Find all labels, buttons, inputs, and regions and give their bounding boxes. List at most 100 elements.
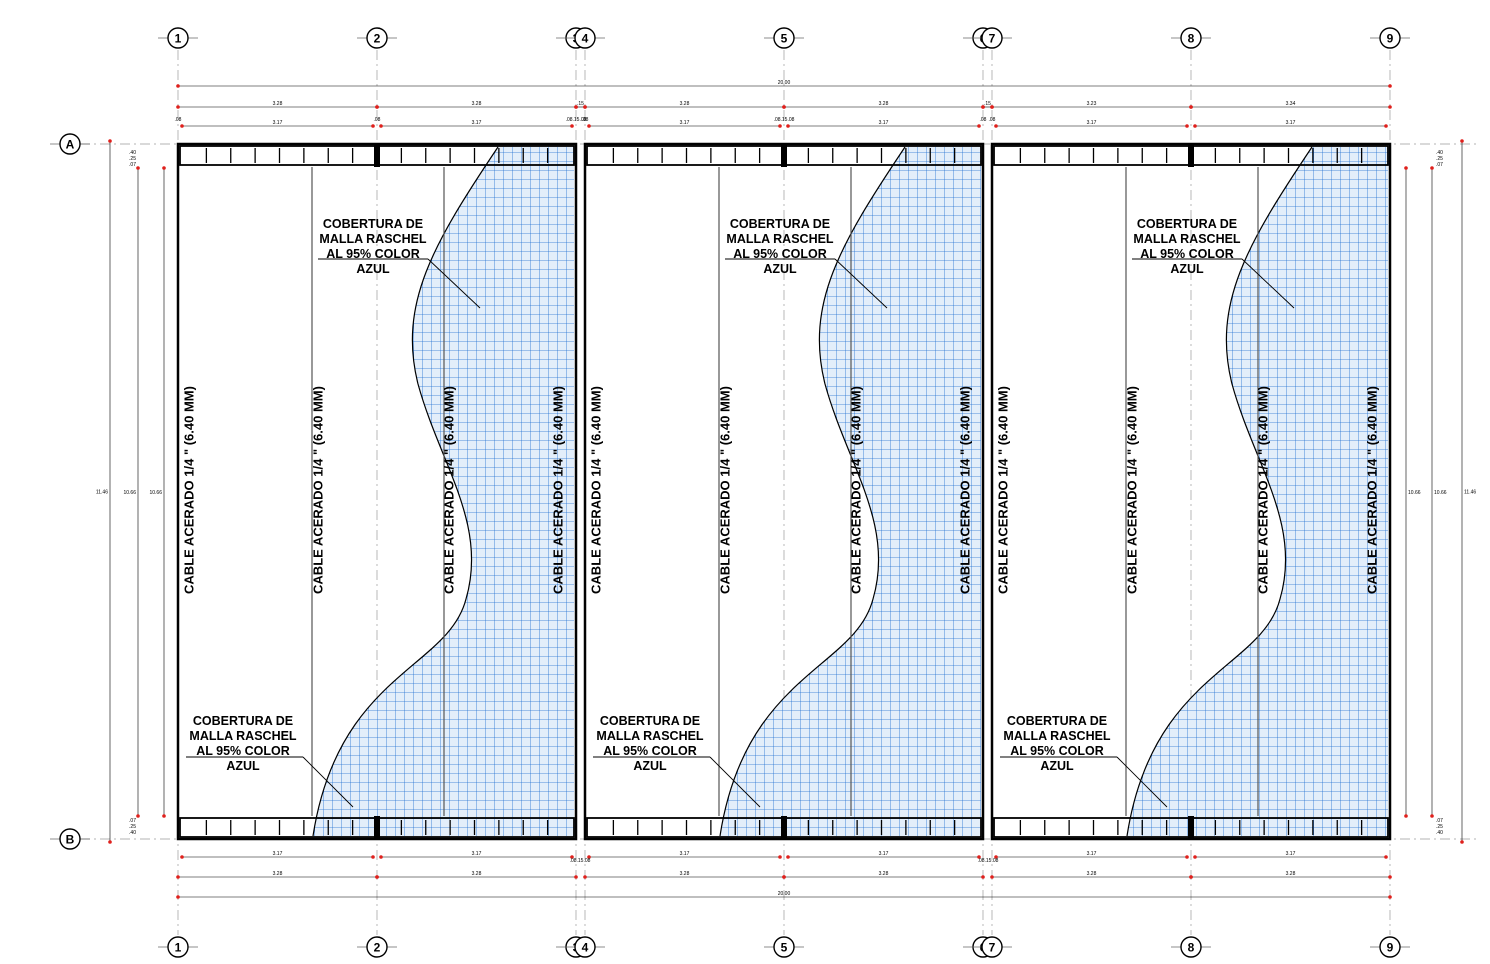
- callout-leader: [1116, 756, 1168, 808]
- bubble-label: 2: [374, 32, 381, 46]
- grid-bubble: 7: [972, 27, 1012, 49]
- dim-small: .07: [129, 162, 136, 168]
- dim-small: .08: [980, 117, 987, 123]
- dim-value: 3.28: [1087, 871, 1097, 877]
- cable-label: CABLE ACERADO 1/4 " (6.40 MM): [1255, 386, 1270, 594]
- dim-marker: [375, 105, 379, 109]
- dim-value: .15: [984, 101, 991, 107]
- grid-bubble: 8: [1171, 936, 1211, 958]
- dim-marker: [981, 875, 985, 879]
- dim-marker: [162, 166, 166, 170]
- cable-label: CABLE ACERADO 1/4 " (6.40 MM): [550, 386, 565, 594]
- dim-marker: [379, 855, 383, 859]
- dim-value: 3.17: [1286, 120, 1296, 126]
- dim-marker: [574, 105, 578, 109]
- beam-column: [781, 144, 787, 167]
- dim-marker: [994, 855, 998, 859]
- mesh-boundary-curve: [1126, 146, 1313, 837]
- dim-marker: [1460, 840, 1464, 844]
- grid-bubbles: 112233445566778899AB: [50, 27, 1410, 958]
- mesh-callout-bottom-text: MALLA RASCHEL: [1003, 729, 1111, 743]
- grid-bubble: 4: [565, 936, 605, 958]
- dim-value: 3.28: [879, 871, 889, 877]
- grid-bubble: 7: [972, 936, 1012, 958]
- callout-leader: [834, 258, 888, 309]
- dim-value: 3.17: [879, 851, 889, 857]
- mesh-callout-bottom-text: COBERTURA DE: [193, 714, 293, 728]
- bubble-circle: [59, 133, 81, 155]
- dim-value: 10.66: [149, 490, 162, 496]
- bubble-circle: [981, 936, 1003, 958]
- dim-small: .07: [1436, 818, 1443, 824]
- dim-value: 3.28: [273, 871, 283, 877]
- dim-small: .08.15.08: [566, 117, 587, 123]
- dim-value: 10.66: [1408, 490, 1421, 496]
- dim-marker: [108, 840, 112, 844]
- dim-value: 3.17: [680, 851, 690, 857]
- grid-bubble: 9: [1370, 27, 1410, 49]
- bubble-label: 4: [582, 32, 589, 46]
- dim-value: 11.46: [1464, 490, 1476, 496]
- dim-marker: [778, 855, 782, 859]
- dim-value: 3.28: [680, 871, 690, 877]
- dim-small: .25: [1436, 156, 1443, 162]
- grid-bubble: B: [50, 828, 90, 850]
- dim-marker: [1185, 124, 1189, 128]
- bubble-circle: [167, 27, 189, 49]
- dim-marker: [180, 124, 184, 128]
- dim-marker: [371, 855, 375, 859]
- bubble-label: 8: [1188, 941, 1195, 955]
- dim-value: 3.28: [1286, 871, 1296, 877]
- mesh-callout-bottom-text: AZUL: [1040, 759, 1074, 773]
- mesh-callout-top-text: COBERTURA DE: [730, 217, 830, 231]
- dim-value: 3.28: [472, 871, 482, 877]
- dim-marker: [574, 875, 578, 879]
- dim-marker: [1404, 814, 1408, 818]
- dim-marker: [778, 124, 782, 128]
- dim-marker: [587, 855, 591, 859]
- dim-value: 3.28: [273, 101, 283, 107]
- dim-small: .25: [129, 156, 136, 162]
- mesh-callout-bottom-text: AL 95% COLOR: [196, 744, 290, 758]
- dim-value: 3.34: [1286, 101, 1296, 107]
- dim-marker: [786, 124, 790, 128]
- bubble-circle: [773, 27, 795, 49]
- mesh-callout-top-text: AZUL: [356, 262, 390, 276]
- dim-marker: [1193, 124, 1197, 128]
- grid-bubble: A: [50, 133, 90, 155]
- dim-marker: [786, 855, 790, 859]
- cable-label: CABLE ACERADO 1/4 " (6.40 MM): [310, 386, 325, 594]
- dim-marker: [136, 166, 140, 170]
- dim-marker: [176, 84, 180, 88]
- dim-marker: [1384, 124, 1388, 128]
- mesh-callout-top-text: AL 95% COLOR: [1140, 247, 1234, 261]
- mesh-callout-top-text: MALLA RASCHEL: [726, 232, 834, 246]
- dim-marker: [1460, 139, 1464, 143]
- callout-leader: [302, 756, 354, 808]
- mesh-callout-top-text: AZUL: [763, 262, 797, 276]
- dim-value: 10.66: [1434, 490, 1447, 496]
- dim-marker: [977, 124, 981, 128]
- mesh-boundary-curve: [719, 146, 906, 837]
- bubble-label: 9: [1387, 32, 1394, 46]
- mesh-callout-bottom-text: AZUL: [226, 759, 260, 773]
- dim-marker: [108, 139, 112, 143]
- beam-column: [1188, 816, 1194, 839]
- dim-marker: [379, 124, 383, 128]
- roof-module-2: CABLE ACERADO 1/4 " (6.40 MM) CABLE ACERA…: [583, 142, 985, 841]
- dim-marker: [1384, 855, 1388, 859]
- bubble-circle: [1379, 936, 1401, 958]
- bubble-label: 2: [374, 941, 381, 955]
- dim-marker: [176, 875, 180, 879]
- dim-small: .08: [582, 117, 589, 123]
- bubble-label: 9: [1387, 941, 1394, 955]
- bubble-label: 1: [175, 32, 182, 46]
- dim-value: 20.00: [778, 80, 791, 86]
- grid-bubble: 1: [158, 27, 198, 49]
- dim-marker: [1430, 166, 1434, 170]
- callout-leader: [1241, 258, 1295, 309]
- dim-value: 3.17: [1286, 851, 1296, 857]
- dim-marker: [583, 875, 587, 879]
- roof-module-1: CABLE ACERADO 1/4 " (6.40 MM) CABLE ACERA…: [176, 142, 578, 841]
